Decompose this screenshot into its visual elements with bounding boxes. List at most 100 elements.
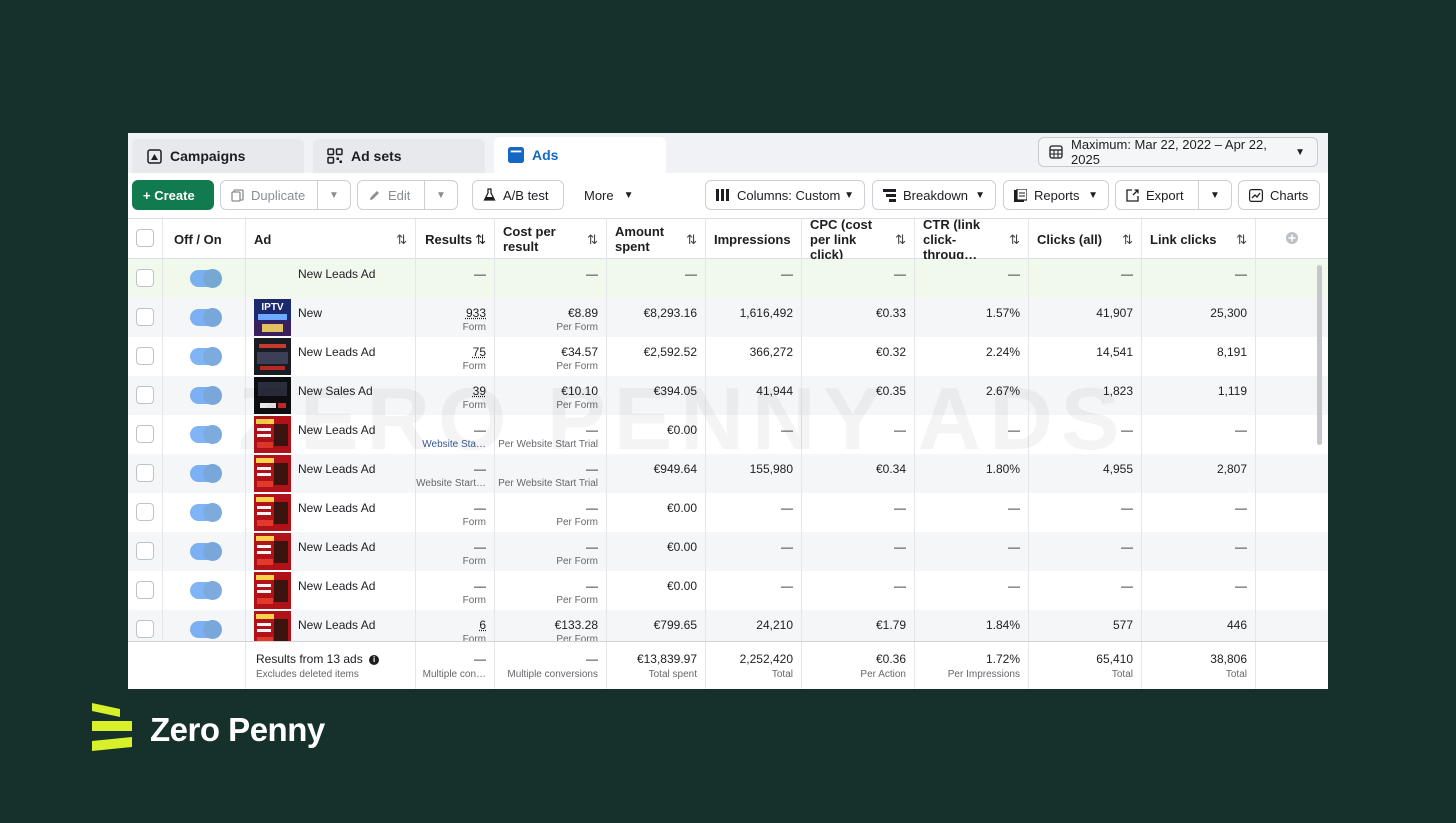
clicks-all-value: 1,823 [1102,384,1133,398]
table-row[interactable]: New Leads Ad — Website Start… — Per Website … [128,454,1328,493]
header-ad[interactable]: Ad ⇅ [246,219,416,259]
ad-thumbnail[interactable] [254,338,291,375]
sort-icon[interactable]: ⇅ [895,232,906,247]
table-row[interactable]: New Leads Ad 75 Form €34.57 Per Form €2,592.5… [128,337,1328,376]
amount-spent-value: €0.00 [666,579,697,593]
header-amount-spent[interactable]: Amount spent ⇅ [607,219,706,259]
breakdown-button[interactable]: Breakdown ▼ [872,180,996,210]
sort-icon[interactable]: ⇅ [686,232,697,247]
row-checkbox[interactable] [136,386,154,404]
select-all-checkbox[interactable] [136,229,154,247]
ad-name[interactable]: New Leads Ad [298,618,376,632]
ad-name[interactable]: New [298,306,323,320]
ad-name-cell[interactable]: IPTV New [246,298,416,337]
on-off-toggle[interactable] [190,542,222,561]
ad-name-cell[interactable]: New Leads Ad [246,454,416,493]
on-off-toggle[interactable] [190,269,222,288]
table-row[interactable]: New Leads Ad 6 Form €133.28 Per Form €799.65 2… [128,610,1328,642]
row-checkbox[interactable] [136,581,154,599]
table-row[interactable]: New Leads Ad — — — — — — — — [128,259,1328,298]
ad-thumbnail[interactable] [254,377,291,414]
sort-icon[interactable]: ⇅ [1009,232,1020,247]
ad-name[interactable]: New Sales Ad [298,384,373,398]
date-range-picker[interactable]: Maximum: Mar 22, 2022 – Apr 22, 2025 ▼ [1038,137,1318,167]
row-checkbox[interactable] [136,464,154,482]
row-checkbox[interactable] [136,620,154,638]
table-row[interactable]: IPTV New 933 Form €8.89 Per Form €8,293.16 1,61… [128,298,1328,337]
reports-button[interactable]: Reports ▼ [1003,180,1109,210]
on-off-toggle[interactable] [190,425,222,444]
table-row[interactable]: New Leads Ad — Form — Per Form €0.00 — — — — — [128,571,1328,610]
ad-name[interactable]: New Leads Ad [298,501,376,515]
row-checkbox[interactable] [136,503,154,521]
ad-name-cell[interactable]: New Leads Ad [246,493,416,532]
on-off-toggle[interactable] [190,308,222,327]
header-cost-per-result[interactable]: Cost per result ⇅ [495,219,607,259]
chevron-down-icon[interactable]: ▼ [424,181,457,209]
header-ctr[interactable]: CTR (link click-throug… ⇅ [915,217,1029,262]
vertical-scrollbar[interactable] [1317,265,1322,445]
ad-name[interactable]: New Leads Ad [298,267,376,281]
edit-button[interactable]: Edit ▼ [357,180,458,210]
ad-name[interactable]: New Leads Ad [298,540,376,554]
header-cpc[interactable]: CPC (cost per link click) ⇅ [802,217,915,262]
table-row[interactable]: New Leads Ad — Website Sta… — Per Website St… [128,415,1328,454]
sort-icon[interactable]: ⇅ [396,232,407,247]
on-off-toggle[interactable] [190,464,222,483]
row-checkbox[interactable] [136,308,154,326]
ad-thumbnail[interactable]: IPTV [254,299,291,336]
ad-thumbnail[interactable] [254,611,291,642]
table-row[interactable]: New Sales Ad 39 Form €10.10 Per Form €394.05 4… [128,376,1328,415]
sort-icon[interactable]: ⇅ [587,232,598,247]
create-button[interactable]: + Create [132,180,214,210]
ad-name-cell[interactable]: New Leads Ad [246,415,416,454]
info-icon[interactable]: i [369,654,380,665]
sort-icon[interactable]: ⇅ [475,231,486,247]
row-checkbox[interactable] [136,542,154,560]
ad-name[interactable]: New Leads Ad [298,345,376,359]
tab-ad-sets[interactable]: Ad sets [313,139,485,173]
ad-thumbnail[interactable] [254,416,291,453]
ad-thumbnail[interactable] [254,455,291,492]
ad-name-cell[interactable]: New Leads Ad [246,571,416,610]
header-select-all[interactable] [128,219,163,259]
on-off-toggle[interactable] [190,620,222,639]
ad-name-cell[interactable]: New Sales Ad [246,376,416,415]
row-checkbox[interactable] [136,425,154,443]
ad-name-cell[interactable]: New Leads Ad [246,337,416,376]
ad-thumbnail[interactable] [254,533,291,570]
export-button[interactable]: Export ▼ [1115,180,1232,210]
charts-button[interactable]: Charts [1238,180,1320,210]
header-clicks-all[interactable]: Clicks (all) ⇅ [1029,219,1142,259]
duplicate-button[interactable]: Duplicate ▼ [220,180,351,210]
tab-campaigns[interactable]: Campaigns [132,139,304,173]
ab-test-button[interactable]: A/B test [472,180,564,210]
ad-name[interactable]: New Leads Ad [298,579,376,593]
add-column-button[interactable] [1256,219,1328,259]
ad-thumbnail[interactable] [254,572,291,609]
ad-name-cell[interactable]: New Leads Ad [246,259,416,298]
columns-button[interactable]: Columns: Custom ▼ [705,180,865,210]
tab-ads[interactable]: Ads [494,137,666,173]
sort-icon[interactable]: ⇅ [1236,232,1247,247]
sort-icon[interactable]: ⇅ [1122,232,1133,247]
row-checkbox[interactable] [136,269,154,287]
chevron-down-icon[interactable]: ▼ [1198,181,1231,209]
ad-thumbnail[interactable] [254,494,291,531]
header-results[interactable]: Results ⇅ [416,219,495,259]
on-off-toggle[interactable] [190,503,222,522]
on-off-toggle[interactable] [190,581,222,600]
header-link-clicks[interactable]: Link clicks ⇅ [1142,219,1256,259]
table-row[interactable]: New Leads Ad — Form — Per Form €0.00 — — — — — [128,493,1328,532]
ad-name[interactable]: New Leads Ad [298,423,376,437]
ad-name-cell[interactable]: New Leads Ad [246,610,416,642]
table-row[interactable]: New Leads Ad — Form — Per Form €0.00 — — — — — [128,532,1328,571]
on-off-toggle[interactable] [190,347,222,366]
on-off-toggle[interactable] [190,386,222,405]
ad-name[interactable]: New Leads Ad [298,462,376,476]
row-checkbox[interactable] [136,347,154,365]
ad-name-cell[interactable]: New Leads Ad [246,532,416,571]
more-button[interactable]: More ▼ [584,180,634,210]
header-impressions[interactable]: Impressions [706,219,802,259]
chevron-down-icon[interactable]: ▼ [317,181,350,209]
